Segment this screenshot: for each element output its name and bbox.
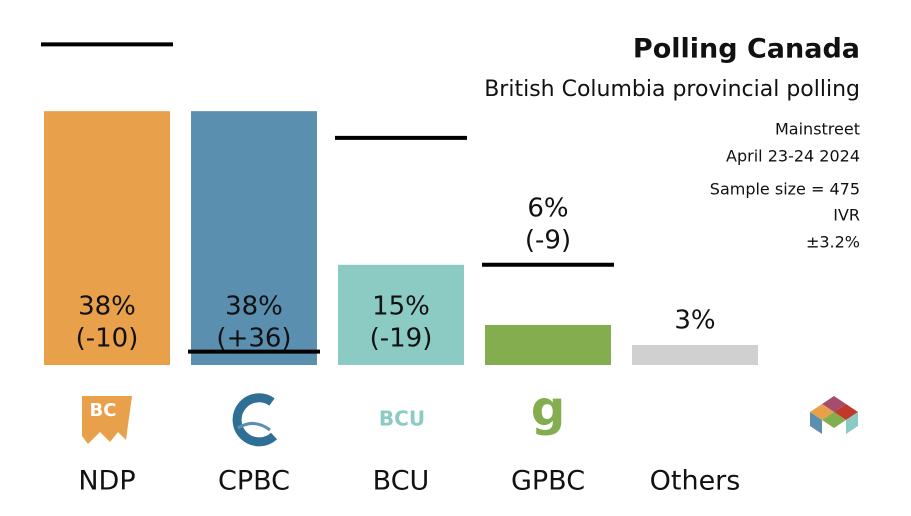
- x-tick-label: NDP: [78, 466, 135, 497]
- logo-polling-canada: [810, 396, 858, 434]
- bar: [44, 111, 170, 365]
- change-label: (-19): [370, 324, 433, 354]
- logo-bcu: BCU: [379, 407, 425, 431]
- svg-text:g: g: [531, 381, 565, 437]
- bar: [632, 344, 758, 365]
- change-label: (-9): [525, 225, 571, 255]
- poll-date: April 23-24 2024: [726, 147, 860, 166]
- value-label: 6%: [527, 193, 568, 223]
- x-tick-label: Others: [650, 466, 741, 497]
- value-label: 3%: [674, 305, 715, 335]
- change-label: (+36): [216, 324, 291, 354]
- change-label: (-10): [76, 324, 139, 354]
- sample-size: Sample size = 475: [710, 180, 860, 199]
- logo-ndp: BC: [82, 396, 132, 444]
- value-label: 38%: [78, 292, 136, 322]
- x-tick-label: GPBC: [511, 466, 585, 497]
- x-tick-label: CPBC: [218, 466, 290, 497]
- x-tick-label: BCU: [373, 466, 430, 497]
- svg-text:BC: BC: [90, 400, 117, 421]
- chart-title: Polling Canada: [633, 34, 860, 65]
- margin-of-error: ±3.2%: [806, 233, 860, 252]
- pollster: Mainstreet: [775, 120, 860, 139]
- logo-gpbc: g: [531, 381, 565, 437]
- bar: [191, 111, 317, 365]
- logo-cpbc: [232, 393, 278, 447]
- bar: [485, 324, 611, 365]
- method: IVR: [833, 206, 860, 225]
- value-label: 38%: [225, 292, 283, 322]
- chart-subtitle: British Columbia provincial polling: [484, 77, 860, 102]
- value-label: 15%: [372, 292, 430, 322]
- svg-text:BCU: BCU: [379, 407, 425, 431]
- bar: [338, 264, 464, 365]
